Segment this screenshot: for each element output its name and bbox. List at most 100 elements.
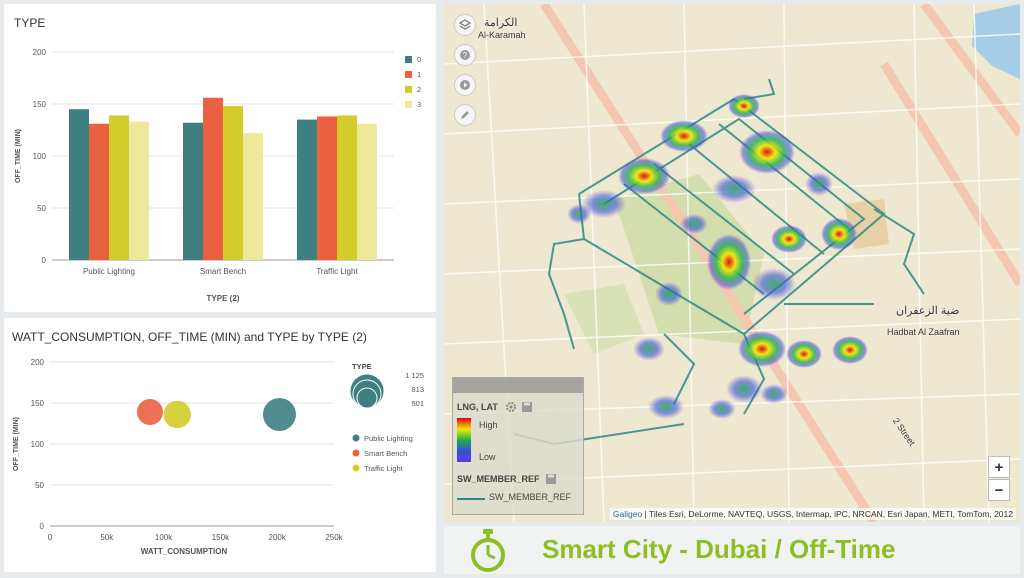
x-tick-label: 150k (212, 533, 230, 542)
bubble-chart-panel: WATT_CONSUMPTION, OFF_TIME (MIN) and TYP… (4, 318, 436, 572)
bubble-chart-title: WATT_CONSUMPTION, OFF_TIME (MIN) and TYP… (12, 330, 367, 344)
legend-high: High (479, 420, 498, 430)
legend-label: Public Lighting (364, 434, 413, 443)
gear-icon[interactable] (505, 401, 517, 413)
y-tick-label: 150 (33, 100, 47, 109)
app-title: Smart City - Dubai / Off-Time (542, 534, 896, 564)
bubble[interactable] (136, 399, 163, 426)
legend-label: 2 (417, 85, 421, 94)
bar[interactable] (183, 122, 203, 260)
legend-ref-title: SW_MEMBER_REF (457, 474, 540, 484)
legend-layer-title: LNG, LAT (457, 402, 498, 412)
play-icon (460, 80, 470, 90)
y-tick-label: 0 (40, 522, 45, 531)
place-label: Hadbat Al Zaafran (887, 327, 960, 337)
x-tick-label: Traffic Light (316, 267, 358, 276)
x-axis-label: TYPE (2) (207, 294, 240, 303)
bar[interactable] (317, 116, 337, 260)
legend-label: Smart Bench (364, 449, 407, 458)
attribution-text: | Tiles Esri, DeLorme, NAVTEQ, USGS, Int… (642, 509, 1013, 519)
size-legend-value: 813 (411, 385, 424, 394)
stopwatch-icon (471, 529, 505, 572)
legend-swatch[interactable] (352, 434, 360, 442)
app-title-bar: Smart City - Dubai / Off-Time (444, 526, 1020, 574)
bar-chart-panel: TYPE 0 50 100 150 200 Public Lighting Smart Be… (4, 4, 436, 312)
pencil-icon (461, 111, 469, 119)
legend-swatch[interactable] (405, 101, 412, 108)
legend-color-ramp (457, 418, 471, 462)
x-tick-label: 100k (155, 533, 173, 542)
x-tick-label: Smart Bench (200, 267, 246, 276)
y-tick-label: 0 (42, 256, 47, 265)
map-canvas[interactable] (444, 4, 1020, 522)
place-label-arabic: ضية الزعفران (896, 305, 960, 317)
x-tick-label: 200k (269, 533, 287, 542)
bar[interactable] (129, 121, 149, 261)
size-legend-value: 1 125 (405, 371, 424, 380)
help-icon: ? (460, 50, 470, 60)
draw-button[interactable] (454, 104, 476, 126)
legend-label: 3 (417, 100, 421, 109)
legend-label: 1 (417, 70, 421, 79)
legend-swatch[interactable] (405, 86, 412, 93)
place-label-arabic: الكرامة (484, 17, 518, 29)
bar[interactable] (109, 115, 129, 260)
legend-label: Traffic Light (364, 464, 404, 473)
size-legend-title: TYPE (352, 362, 372, 371)
y-tick-label: 100 (33, 152, 47, 161)
y-tick-label: 50 (35, 481, 44, 490)
play-button[interactable] (454, 74, 476, 96)
y-tick-label: 50 (37, 204, 46, 213)
legend-swatch[interactable] (352, 449, 360, 457)
zoom-in-button[interactable]: + (988, 456, 1010, 478)
map-legend: LNG, LAT High Low SW_MEMBER_REF SW_MEMBE… (452, 377, 584, 515)
layers-button[interactable] (454, 14, 476, 36)
bar[interactable] (203, 97, 223, 260)
attribution-link[interactable]: Galigeo (612, 509, 643, 519)
x-tick-label: 250k (325, 533, 343, 542)
map-view[interactable]: الكرامة Al-Karamah ضية الزعفران Hadbat A… (444, 4, 1020, 522)
water-body (972, 4, 1020, 79)
bar[interactable] (69, 109, 89, 260)
y-tick-label: 100 (31, 440, 45, 449)
bar-chart[interactable]: 0 50 100 150 200 Public Lighting Smart Bench Tr… (4, 4, 436, 312)
bar[interactable] (297, 119, 317, 260)
svg-text:?: ? (463, 51, 468, 60)
size-legend-circle (356, 387, 378, 409)
save-icon[interactable] (521, 401, 533, 413)
legend-low: Low (479, 452, 496, 462)
bar[interactable] (223, 106, 243, 260)
legend-header[interactable] (453, 378, 583, 393)
heatmap-layer (567, 94, 868, 419)
layers-icon (459, 19, 471, 30)
bubble[interactable] (262, 397, 296, 431)
help-button[interactable]: ? (454, 44, 476, 66)
bar[interactable] (337, 115, 357, 260)
y-tick-label: 150 (31, 399, 45, 408)
bar[interactable] (243, 133, 263, 260)
y-axis-label: OFF_TIME (MIN) (15, 129, 22, 183)
bar-chart-title: TYPE (14, 16, 46, 30)
y-tick-label: 200 (33, 48, 47, 57)
size-legend-value: 501 (411, 399, 424, 408)
place-label: Al-Karamah (478, 30, 526, 40)
bar[interactable] (89, 123, 109, 260)
legend-swatch[interactable] (352, 464, 360, 472)
x-tick-label: 50k (100, 533, 114, 542)
legend-swatch[interactable] (405, 56, 412, 63)
x-axis-label: WATT_CONSUMPTION (141, 547, 228, 556)
x-tick-label: Public Lighting (83, 267, 135, 276)
legend-line-swatch (457, 498, 485, 500)
bubble[interactable] (163, 400, 191, 429)
save-icon[interactable] (545, 473, 557, 485)
y-axis-label: OFF_TIME (MIN) (13, 417, 20, 471)
x-tick-label: 0 (48, 533, 53, 542)
zoom-out-button[interactable]: − (988, 479, 1010, 501)
legend-ref-item: SW_MEMBER_REF (489, 492, 572, 502)
legend-swatch[interactable] (405, 71, 412, 78)
legend-label: 0 (417, 55, 421, 64)
bubble-chart[interactable]: 0 50 100 150 200 0 50k 100k 150k 200k 250k WATT_CON… (4, 318, 436, 572)
y-tick-label: 200 (31, 358, 45, 367)
bar[interactable] (357, 123, 377, 260)
map-attribution: Galigeo | Tiles Esri, DeLorme, NAVTEQ, U… (609, 508, 1016, 520)
